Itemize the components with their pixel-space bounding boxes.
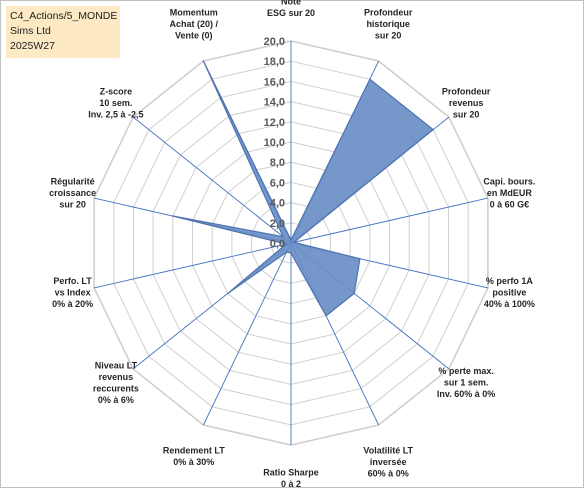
axis-label-line: Profondeur <box>442 87 491 97</box>
axis-label-line: Profondeur <box>364 7 413 17</box>
axis-label-line: sur 1 sem. <box>444 378 489 388</box>
tick-label: 8,0 <box>270 157 285 169</box>
axis-label-line: 0 à 60 G€ <box>490 200 530 210</box>
tick-label: 0,0 <box>270 238 285 250</box>
axis-label: Profondeur revenus sur 20 <box>442 87 491 120</box>
axis-label-line: revenus <box>99 372 134 382</box>
axis-label-line: Note <box>281 0 301 7</box>
tick-label: 18,0 <box>264 56 285 68</box>
axis-label-line: Z-score <box>100 87 133 97</box>
axis-label: Capi. bours. en MdEUR 0 à 60 G€ <box>483 177 535 210</box>
tick-label: 14,0 <box>264 97 285 109</box>
series-point <box>290 252 292 254</box>
series-point <box>325 315 327 317</box>
series-point <box>285 251 288 253</box>
axis-label: % perfo 1A positive 40% à 100% <box>484 276 535 309</box>
axis-label-line: inversée <box>370 457 407 467</box>
series-point <box>227 292 229 295</box>
axis-label-line: % perfo 1A <box>486 276 534 286</box>
info-box-title: C4_Actions/5_MONDE <box>10 10 118 22</box>
tick-label: 12,0 <box>264 117 285 129</box>
axis-label-line: 10 sem. <box>99 98 132 108</box>
axis-label-line: Rendement LT <box>163 445 225 455</box>
series-point <box>432 128 434 131</box>
series-point <box>293 241 295 244</box>
axis-label: Perfo. LT vs Index 0% à 20% <box>52 276 93 309</box>
info-box-company: Sims Ltd <box>10 25 51 37</box>
axis-label: Momentum Achat (20) / Vente (0) <box>170 7 219 40</box>
axis-label-line: % perte max. <box>438 366 494 376</box>
series-point <box>172 215 174 217</box>
axis-label-line: ESG sur 20 <box>267 8 315 18</box>
series-point <box>359 257 361 260</box>
series-point <box>369 78 371 80</box>
series-point <box>202 60 205 62</box>
axis-label-line: sur 20 <box>453 110 480 120</box>
series-point <box>290 239 292 241</box>
series-point <box>285 243 287 245</box>
axis-label-line: Régularité <box>51 177 95 187</box>
axis-label-line: en MdEUR <box>487 188 533 198</box>
axis-label-line: Ratio Sharpe <box>263 468 319 478</box>
axis-label-line: revenus <box>449 98 484 108</box>
axis-label-line: croissance <box>49 188 96 198</box>
axis-label-line: Achat (20) / <box>170 19 219 29</box>
axis-label: Note ESG sur 20 <box>267 0 315 18</box>
axis-label-line: 60% à 0% <box>368 468 409 478</box>
tick-label: 2,0 <box>270 218 285 230</box>
axis-label-line: sur 20 <box>59 200 86 210</box>
axis-label: % perte max. sur 1 sem. Inv. 60% à 0% <box>437 366 495 399</box>
axis-spoke <box>202 242 292 426</box>
axis-spoke <box>132 116 292 244</box>
axis-label: Rendement LT 0% à 30% <box>163 445 225 467</box>
axis-label-line: Inv. 2,5 à -2,5 <box>88 110 143 120</box>
axis-label: Régularité croissance sur 20 <box>49 177 96 210</box>
series-area <box>172 60 435 317</box>
tick-label: 6,0 <box>270 177 285 189</box>
tick-label: 20,0 <box>264 36 285 48</box>
axis-label-line: 0% à 6% <box>98 395 134 405</box>
axis-label-line: 0 à 2 <box>281 479 301 488</box>
axis-label-line: 0% à 30% <box>173 457 214 467</box>
axis-label-line: Inv. 60% à 0% <box>437 389 495 399</box>
axis-spoke <box>290 197 489 244</box>
axis-label-line: Momentum <box>170 7 218 17</box>
tick-label: 4,0 <box>270 198 285 210</box>
axis-label-line: Capi. bours. <box>483 177 535 187</box>
tick-label: 16,0 <box>264 76 285 88</box>
series-point <box>353 292 356 295</box>
axis-label-line: Perfo. LT <box>53 276 92 286</box>
axis-label: Volatilité LT inversée 60% à 0% <box>363 445 413 478</box>
tick-label: 10,0 <box>264 137 285 149</box>
axis-label: Profondeur historique sur 20 <box>364 7 413 40</box>
axis-label: Ratio Sharpe 0 à 2 <box>263 468 319 488</box>
info-box: C4_Actions/5_MONDE Sims Ltd 2025W27 <box>6 6 120 58</box>
axis-label-line: reccurents <box>93 383 139 393</box>
axis-label-line: 40% à 100% <box>484 299 535 309</box>
axis-label-line: vs Index <box>55 288 91 298</box>
axis-label-line: Niveau LT <box>95 360 138 370</box>
axis-label: Niveau LT revenus reccurents 0% à 6% <box>93 360 139 405</box>
axis-label-line: Vente (0) <box>175 30 213 40</box>
axis-label-line: historique <box>366 19 410 29</box>
info-box-week: 2025W27 <box>10 40 55 52</box>
axis-label-line: Volatilité LT <box>363 445 413 455</box>
axis-label-line: 0% à 20% <box>52 299 93 309</box>
axis-label-line: sur 20 <box>375 30 402 40</box>
axis-label-line: positive <box>492 288 526 298</box>
series-point <box>282 235 284 238</box>
axis-label: Z-score 10 sem. Inv. 2,5 à -2,5 <box>88 87 143 120</box>
axis-spoke <box>93 242 292 289</box>
